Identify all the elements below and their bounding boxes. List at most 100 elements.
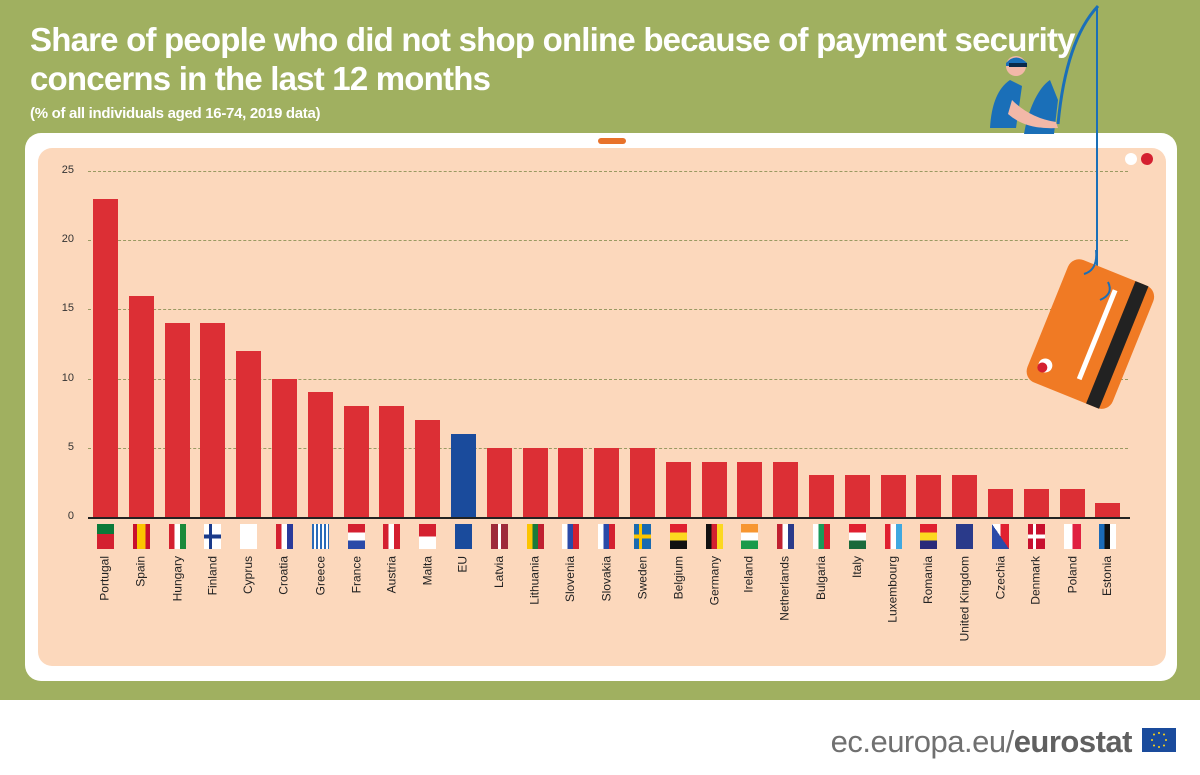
bar-poland xyxy=(1060,489,1085,517)
chart-title: Share of people who did not shop online … xyxy=(30,21,1076,97)
x-tick-label: Cyprus xyxy=(241,556,255,595)
flag-eu-icon xyxy=(455,524,472,549)
bar-spain xyxy=(129,295,154,517)
x-tick-label: Bulgaria xyxy=(814,556,828,601)
bar-ireland xyxy=(737,461,762,517)
x-tick-label: Romania xyxy=(921,556,935,605)
flag-united-kingdom-icon xyxy=(956,524,973,549)
flag-slovenia-icon xyxy=(562,524,579,549)
bar-belgium xyxy=(666,461,691,517)
x-tick-label: Denmark xyxy=(1029,556,1043,605)
credit-card-icon xyxy=(1026,259,1155,409)
x-tick-label: Austria xyxy=(384,556,398,594)
flag-ireland-icon xyxy=(741,524,758,549)
camera-notch-icon xyxy=(598,138,626,144)
fishing-line xyxy=(1096,6,1098,286)
y-tick-label: 5 xyxy=(67,440,74,453)
flag-finland-icon xyxy=(204,524,221,549)
bar-estonia xyxy=(1095,503,1120,517)
x-tick-label: EU xyxy=(456,556,470,573)
flag-france-icon xyxy=(348,524,365,549)
fishing-rod-icon xyxy=(1056,4,1100,125)
bar-netherlands xyxy=(773,461,798,517)
flag-estonia-icon xyxy=(1099,524,1116,549)
bar-finland xyxy=(200,323,225,517)
fisherman-illustration xyxy=(990,4,1100,134)
eurostat-url[interactable]: ec.europa.eu/eurostat xyxy=(830,724,1133,759)
bar-eu xyxy=(451,433,476,517)
x-tick-label: Spain xyxy=(134,556,148,587)
flag-lithuania-icon xyxy=(527,524,544,549)
flag-belgium-icon xyxy=(670,524,687,549)
flag-germany-icon xyxy=(706,524,723,549)
bar-lithuania xyxy=(523,447,548,517)
window-dot-red-icon xyxy=(1141,153,1153,165)
x-tick-label: Netherlands xyxy=(778,556,792,621)
flag-malta-icon xyxy=(419,524,436,549)
bar-hungary xyxy=(165,323,190,517)
y-tick-label: 10 xyxy=(61,371,74,384)
bar-slovakia xyxy=(594,447,619,517)
bar-denmark xyxy=(1024,489,1049,517)
flag-hungary-icon xyxy=(169,524,186,549)
bar-latvia xyxy=(487,447,512,517)
y-tick-label: 20 xyxy=(61,233,74,246)
bar-croatia xyxy=(272,378,297,517)
x-tick-label: Finland xyxy=(205,556,219,596)
x-tick-label: Malta xyxy=(420,556,434,586)
flag-luxembourg-icon xyxy=(885,524,902,549)
bar-united-kingdom xyxy=(952,475,977,517)
x-tick-label: Italy xyxy=(850,556,864,579)
bar-sweden xyxy=(630,447,655,517)
flag-sweden-icon xyxy=(634,524,651,549)
chart-subtitle: (% of all individuals aged 16-74, 2019 d… xyxy=(30,105,321,122)
bar-germany xyxy=(702,461,727,517)
gridline xyxy=(88,378,1128,380)
x-tick-label: Croatia xyxy=(277,556,291,595)
credit-card-illustration xyxy=(1026,250,1155,409)
bar-greece xyxy=(308,392,333,517)
x-tick-label: Belgium xyxy=(671,556,685,600)
flag-cyprus-icon xyxy=(240,524,257,549)
gridline xyxy=(88,309,1128,311)
x-tick-label: Sweden xyxy=(635,556,649,600)
bar-malta xyxy=(415,420,440,517)
eu-flag-logo-icon xyxy=(1142,728,1176,752)
flag-spain-icon xyxy=(133,524,150,549)
x-axis-line xyxy=(88,517,1130,519)
x-tick-label: Estonia xyxy=(1100,556,1114,597)
y-tick-label: 15 xyxy=(61,302,74,315)
flag-croatia-icon xyxy=(276,524,293,549)
flag-romania-icon xyxy=(920,524,937,549)
bar-romania xyxy=(916,475,941,517)
gridline xyxy=(88,171,1128,172)
flag-czechia-icon xyxy=(992,524,1009,549)
flag-slovakia-icon xyxy=(598,524,615,549)
flag-austria-icon xyxy=(383,524,400,549)
bar-austria xyxy=(379,406,404,517)
x-tick-label: Greece xyxy=(313,556,327,596)
x-tick-label: France xyxy=(349,556,363,594)
x-tick-label: Slovenia xyxy=(563,556,577,603)
x-tick-label: Ireland xyxy=(742,556,756,593)
x-tick-label: Lithuania xyxy=(528,556,542,605)
flag-latvia-icon xyxy=(491,524,508,549)
flag-italy-icon xyxy=(849,524,866,549)
x-tick-label: Poland xyxy=(1065,556,1079,594)
bar-portugal xyxy=(93,198,118,517)
x-tick-label: Czechia xyxy=(993,556,1007,600)
x-tick-label: Germany xyxy=(707,556,721,606)
flag-denmark-icon xyxy=(1028,524,1045,549)
flag-portugal-icon xyxy=(97,524,114,549)
bar-czechia xyxy=(988,489,1013,517)
gridline xyxy=(88,240,1128,242)
flag-poland-icon xyxy=(1064,524,1081,549)
x-tick-label: Slovakia xyxy=(599,556,613,602)
bar-bulgaria xyxy=(809,475,834,517)
chart-panel xyxy=(38,148,1166,666)
x-tick-label: Hungary xyxy=(170,556,184,602)
x-tick-label: Portugal xyxy=(98,556,112,601)
hook-icon xyxy=(1083,250,1098,275)
flag-bulgaria-icon xyxy=(813,524,830,549)
bar-luxembourg xyxy=(881,475,906,517)
